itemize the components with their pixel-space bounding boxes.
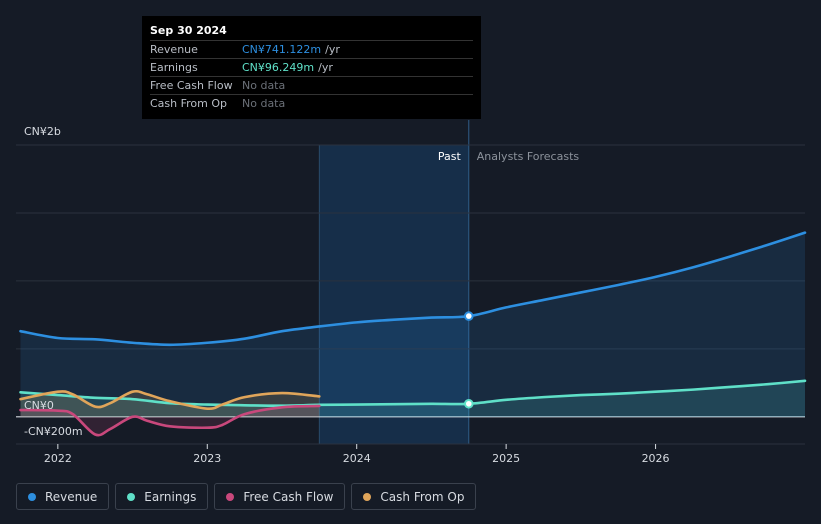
- legend-label: Earnings: [144, 489, 197, 504]
- tooltip-unit: /yr: [325, 43, 340, 56]
- legend-label: Cash From Op: [380, 489, 465, 504]
- tooltip-date: Sep 30 2024: [150, 22, 473, 41]
- past-region-label: Past: [438, 150, 462, 163]
- chart-background: [318, 120, 470, 444]
- tooltip-value: No data: [242, 97, 286, 110]
- tooltip-label: Revenue: [150, 43, 198, 56]
- x-tick-label: 2026: [642, 452, 670, 465]
- legend-dot-icon: [226, 492, 235, 501]
- tooltip-row-revenue: Revenue CN¥741.122m /yr: [150, 41, 473, 59]
- tooltip: Sep 30 2024 Revenue CN¥741.122m /yr Earn…: [142, 16, 481, 119]
- past-highlight-band: [319, 145, 469, 444]
- legend-item-free-cash-flow[interactable]: Free Cash Flow: [214, 483, 346, 510]
- revenue-line: [19, 231, 807, 347]
- free-cash-flow-area: [20, 405, 320, 436]
- cash-from-op-line: [19, 389, 321, 411]
- legend-item-cash-from-op[interactable]: Cash From Op: [351, 483, 477, 510]
- y-tick-label: CN¥0: [24, 399, 54, 412]
- tooltip-label: Free Cash Flow: [150, 79, 233, 92]
- legend-dot-icon: [363, 492, 372, 501]
- tooltip-label: Earnings: [150, 61, 198, 74]
- x-tick-label: 2023: [193, 452, 221, 465]
- tooltip-label: Cash From Op: [150, 97, 228, 110]
- y-tick-label: CN¥2b: [24, 125, 61, 138]
- x-tick-label: 2022: [44, 452, 72, 465]
- legend-dot-icon: [28, 492, 36, 501]
- revenue-marker: [463, 311, 474, 321]
- tooltip-unit: /yr: [318, 61, 333, 74]
- free-cash-flow-line: [19, 404, 321, 437]
- legend: Revenue Earnings Free Cash Flow Cash Fro…: [16, 483, 477, 510]
- legend-label: Free Cash Flow: [243, 489, 334, 504]
- x-tick-label: 2025: [492, 452, 520, 465]
- earnings-marker: [463, 398, 474, 409]
- earnings-line: [19, 379, 807, 407]
- tooltip-row-earnings: Earnings CN¥96.249m /yr: [150, 59, 473, 77]
- legend-item-revenue[interactable]: Revenue: [16, 483, 110, 510]
- tooltip-value: No data: [242, 79, 286, 92]
- tooltip-value: CN¥741.122m: [242, 43, 322, 56]
- tooltip-row-free-cash-flow: Free Cash Flow No data: [150, 77, 473, 95]
- revenue-area: [20, 232, 805, 417]
- series-lines: [19, 231, 807, 437]
- x-tick-label: 2024: [343, 452, 371, 465]
- legend-item-earnings[interactable]: Earnings: [115, 483, 209, 510]
- series-markers: [463, 311, 474, 409]
- forecast-region-label: Analysts Forecasts: [477, 150, 580, 163]
- y-tick-label: -CN¥200m: [24, 425, 83, 438]
- tooltip-row-cash-from-op: Cash From Op No data: [150, 95, 473, 112]
- legend-label: Revenue: [45, 489, 98, 504]
- legend-dot-icon: [127, 492, 136, 501]
- gridlines: [16, 144, 805, 445]
- axis-labels: CN¥2b CN¥0 -CN¥200m 2022 2023 2024 2025 2026: [24, 125, 670, 465]
- tooltip-value: CN¥96.249m: [242, 61, 315, 74]
